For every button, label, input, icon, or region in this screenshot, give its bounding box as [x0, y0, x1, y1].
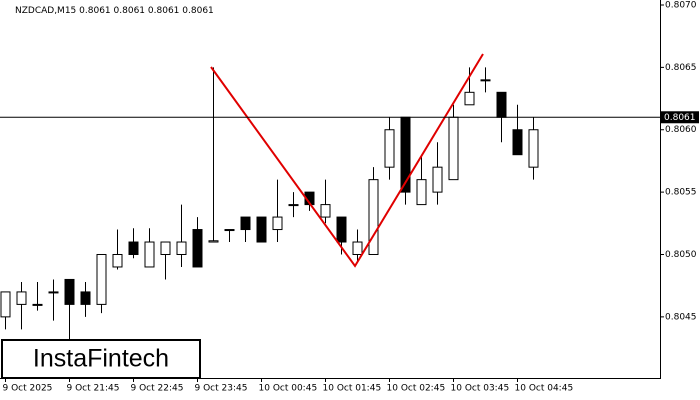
- x-tick-label: 10 Oct 00:45: [259, 384, 318, 394]
- candle-body: [256, 216, 267, 243]
- candle-body: [128, 241, 139, 255]
- candle-body: [0, 291, 11, 318]
- candle-body: [480, 79, 491, 82]
- price-tag-bg: [661, 111, 699, 124]
- y-tick-label: 0.8070: [665, 0, 697, 10]
- x-tick-label: 10 Oct 01:45: [323, 384, 382, 394]
- header-part: 0.8061: [114, 6, 146, 16]
- candle-body: [288, 204, 299, 207]
- candle-body: [528, 129, 539, 168]
- candle-body: [16, 291, 27, 305]
- candle-body: [112, 253, 123, 268]
- header-part: NZDCAD,M15: [15, 6, 76, 16]
- candle-body: [64, 278, 75, 305]
- candle-body: [496, 91, 507, 118]
- header-part: 0.8061: [182, 6, 214, 16]
- x-tick-label: 9 Oct 21:45: [67, 384, 120, 394]
- candle-body: [512, 129, 523, 156]
- candle-body: [160, 241, 171, 255]
- price-tag: 0.8061: [664, 113, 696, 123]
- logo: InstaFintech: [33, 345, 169, 373]
- candle-body: [336, 216, 347, 243]
- candle-body: [224, 229, 235, 232]
- y-tick-label: 0.8045: [665, 312, 697, 322]
- candle-body: [96, 253, 107, 305]
- candle-body: [432, 166, 443, 193]
- candle-body: [368, 179, 379, 255]
- header-part: 0.8061: [79, 6, 111, 16]
- x-tick-label: 9 Oct 22:45: [131, 384, 184, 394]
- candle-body: [208, 240, 219, 243]
- candle-body: [240, 216, 251, 231]
- y-tick-label: 0.8050: [665, 250, 697, 260]
- candle-body: [352, 241, 363, 255]
- candle-body: [416, 179, 427, 206]
- candle-body: [144, 241, 155, 268]
- candle-body: [192, 229, 203, 268]
- candle-body: [272, 216, 283, 231]
- header-part: 0.8061: [148, 6, 180, 16]
- header: NZDCAD,M15 0.8061 0.8061 0.8061 0.8061: [15, 6, 214, 16]
- candle-body: [32, 303, 43, 306]
- candle-body: [464, 91, 475, 106]
- candle-body: [320, 204, 331, 218]
- logo-box: [1, 339, 201, 379]
- x-tick-label: 9 Oct 23:45: [195, 384, 248, 394]
- y-tick-label: 0.8060: [665, 125, 697, 135]
- x-tick-label: 10 Oct 02:45: [387, 384, 446, 394]
- candle-body: [448, 116, 459, 181]
- y-tick-label: 0.8065: [665, 63, 697, 73]
- y-tick-label: 0.8055: [665, 188, 697, 198]
- x-tick-label: 10 Oct 04:45: [515, 384, 574, 394]
- candle-body: [384, 129, 395, 168]
- x-tick-label: 9 Oct 2025: [3, 384, 53, 394]
- candle-body: [80, 291, 91, 305]
- x-tick-label: 10 Oct 03:45: [451, 384, 510, 394]
- candle-body: [48, 291, 59, 294]
- candle-body: [176, 241, 187, 255]
- marks: [0, 67, 539, 342]
- pattern-line: [210, 53, 484, 268]
